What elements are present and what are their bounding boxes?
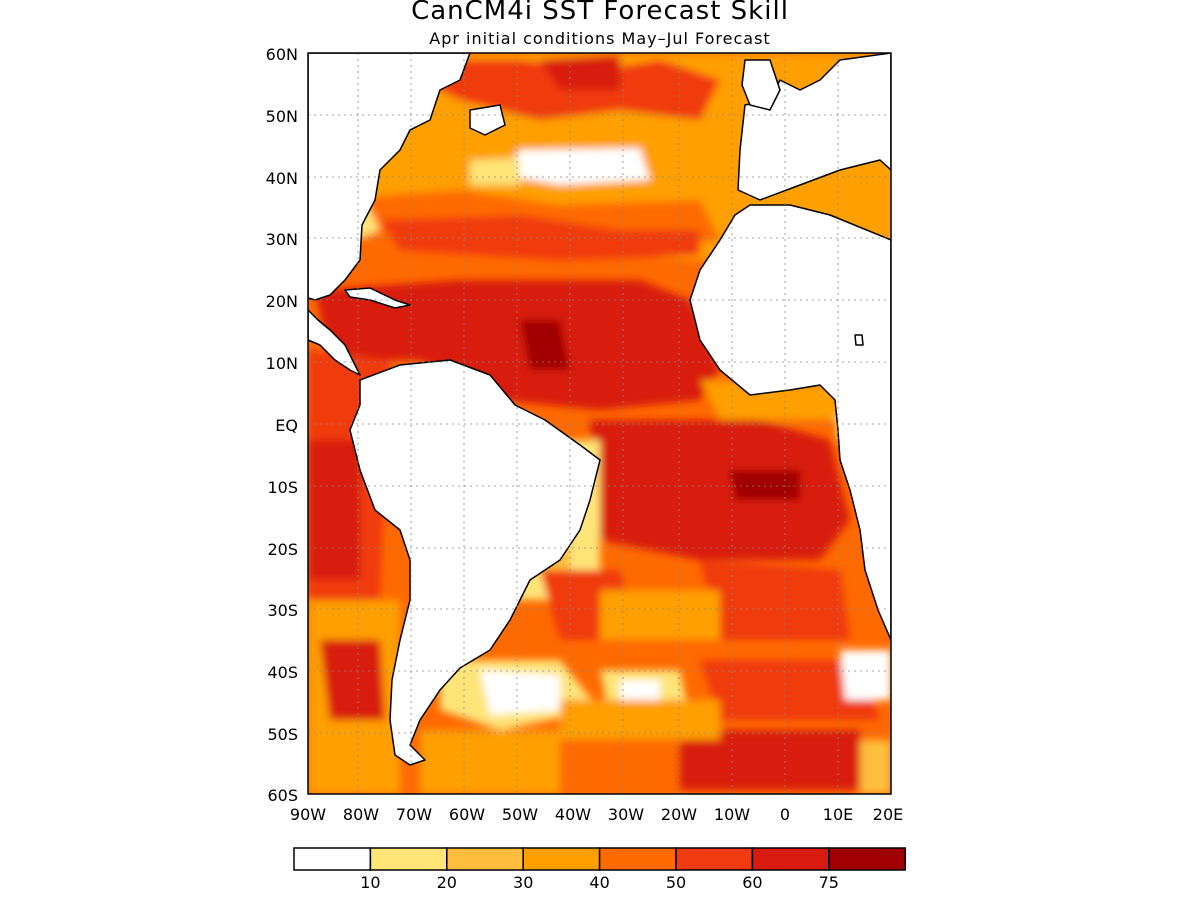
lat-label: 20N bbox=[266, 292, 298, 311]
colorbar-label: 20 bbox=[437, 873, 457, 892]
map-frame bbox=[307, 52, 892, 795]
colorbar-swatch bbox=[293, 847, 372, 871]
colorbar-label: 50 bbox=[666, 873, 686, 892]
lon-label: 20E bbox=[873, 805, 903, 824]
lat-label: 60S bbox=[267, 786, 298, 805]
skill-field bbox=[308, 53, 891, 794]
lat-label: 30S bbox=[267, 601, 298, 620]
lon-label: 20W bbox=[661, 805, 697, 824]
map-title: CanCM4i SST Forecast Skill bbox=[411, 0, 789, 26]
colorbar-swatch bbox=[369, 847, 448, 871]
colorbar-swatch bbox=[828, 847, 906, 871]
longitude-labels: 90W 80W 70W 60W 50W 40W 30W 20W 10W 0 10… bbox=[290, 805, 903, 824]
lat-label: 50S bbox=[267, 725, 298, 744]
lon-label: 40W bbox=[555, 805, 591, 824]
africa-landmass bbox=[689, 204, 891, 641]
colorbar-swatch bbox=[522, 847, 601, 871]
colorbar-label: 75 bbox=[819, 873, 839, 892]
lon-label: 90W bbox=[290, 805, 326, 824]
newfoundland-landmass bbox=[469, 104, 506, 136]
lon-label: 30W bbox=[608, 805, 644, 824]
graticule bbox=[308, 53, 891, 794]
map-subtitle: Apr initial conditions May–Jul Forecast bbox=[429, 29, 771, 48]
colorbar-label: 60 bbox=[742, 873, 762, 892]
colorbar-swatch bbox=[751, 847, 830, 871]
lat-label: 40S bbox=[267, 663, 298, 682]
lon-label: 0 bbox=[780, 805, 790, 824]
lat-label: 60N bbox=[266, 45, 298, 64]
small-island bbox=[854, 334, 864, 346]
central-america-landmass bbox=[308, 309, 361, 376]
cuba-landmass bbox=[344, 287, 411, 309]
lon-label: 80W bbox=[343, 805, 379, 824]
lat-label: 50N bbox=[266, 107, 298, 126]
south-america-landmass bbox=[349, 359, 601, 766]
lon-label: 60W bbox=[449, 805, 485, 824]
lon-label: 10E bbox=[823, 805, 853, 824]
colorbar-label: 10 bbox=[360, 873, 380, 892]
lat-label: 10S bbox=[267, 478, 298, 497]
latitude-labels: 60N 50N 40N 30N 20N 10N EQ 10S 20S 30S 4… bbox=[266, 45, 298, 805]
lat-label: 10N bbox=[266, 354, 298, 373]
colorbar-label: 40 bbox=[589, 873, 609, 892]
coastlines bbox=[308, 53, 891, 766]
lat-label: 30N bbox=[266, 230, 298, 249]
colorbar-swatch bbox=[446, 847, 524, 871]
colorbar-swatch bbox=[675, 847, 754, 871]
lon-label: 10W bbox=[714, 805, 750, 824]
british-isles-landmass bbox=[741, 59, 781, 111]
colorbar-label: 30 bbox=[513, 873, 533, 892]
lon-label: 50W bbox=[502, 805, 538, 824]
lat-label: 20S bbox=[267, 540, 298, 559]
colorbar: 10 20 30 40 50 60 75 bbox=[293, 847, 906, 892]
colorbar-swatch bbox=[598, 847, 677, 871]
lon-label: 70W bbox=[396, 805, 432, 824]
lat-label: EQ bbox=[275, 416, 298, 435]
lat-label: 40N bbox=[266, 169, 298, 188]
